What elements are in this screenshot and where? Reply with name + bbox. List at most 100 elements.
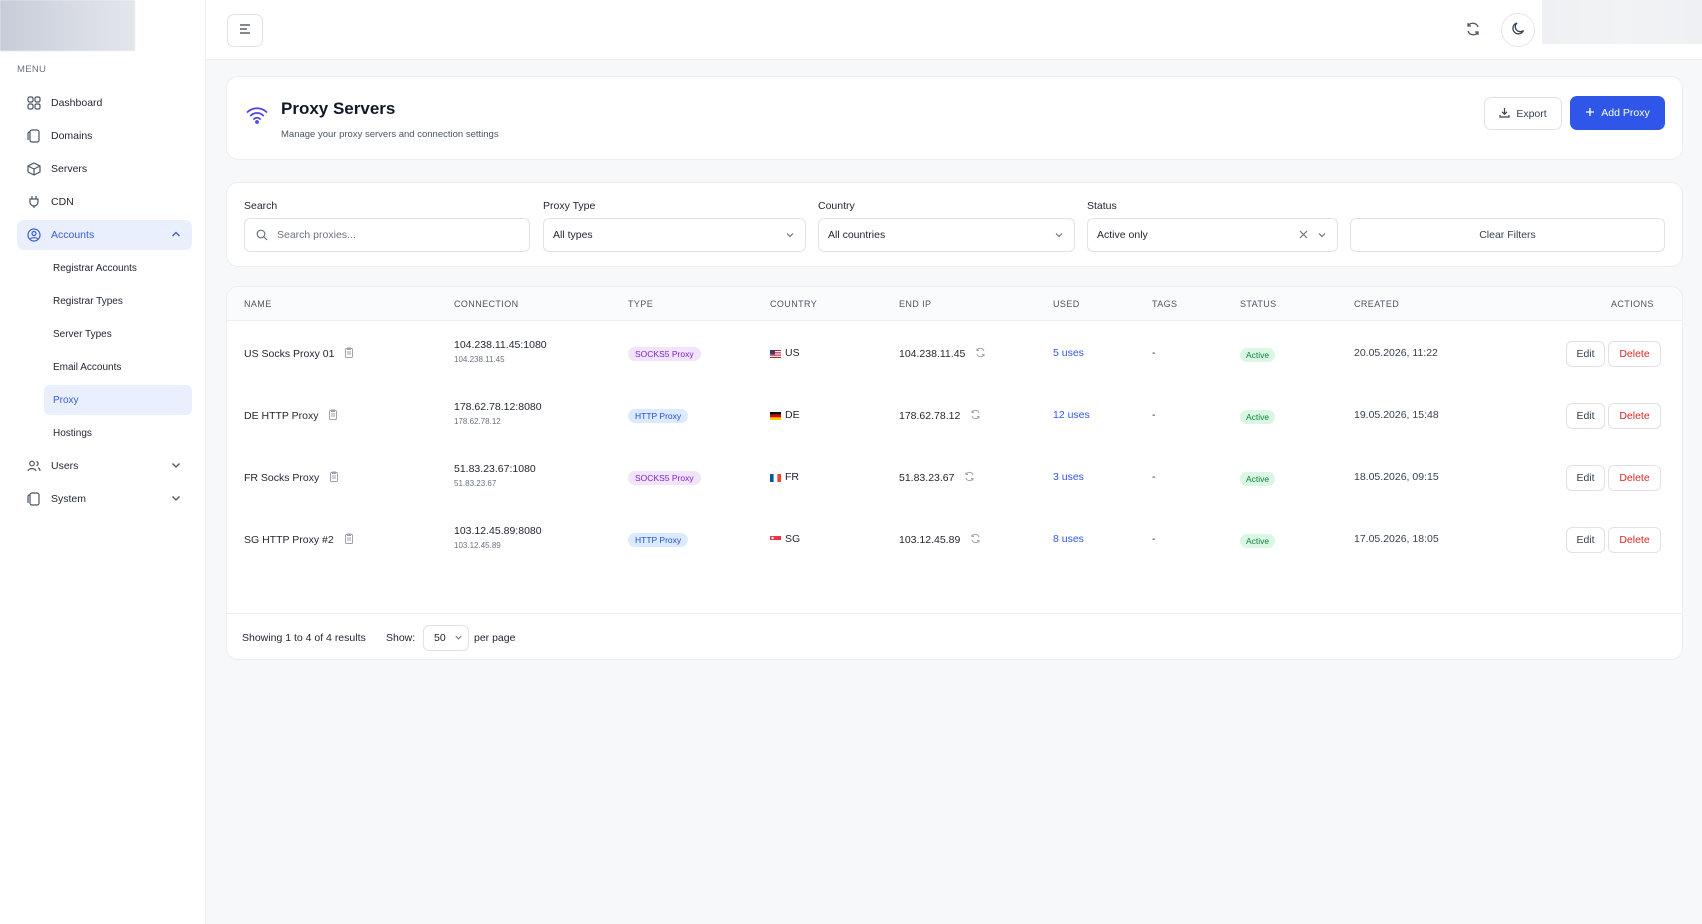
copy-icon <box>26 492 41 507</box>
column-header-used: USED <box>1053 299 1080 309</box>
search-input[interactable]: Search proxies... <box>244 218 530 252</box>
sidebar-item-users[interactable]: Users <box>17 451 192 481</box>
proxy-name-cell: US Socks Proxy 01 <box>244 347 354 361</box>
refresh-button[interactable] <box>1460 17 1486 43</box>
column-header-tags: TAGS <box>1152 299 1178 309</box>
uses-link[interactable]: 8 uses <box>1053 533 1084 545</box>
clipboard-icon[interactable] <box>344 533 354 547</box>
status-value: Active only <box>1097 229 1148 241</box>
refresh-icon[interactable] <box>970 409 981 423</box>
column-header-country: COUNTRY <box>770 299 818 309</box>
add-proxy-button[interactable]: Add Proxy <box>1570 96 1665 130</box>
close-icon[interactable] <box>1298 229 1309 243</box>
sidebar-item-proxy[interactable]: Proxy <box>44 385 192 415</box>
filters-card: Search Search proxies... Proxy Type All … <box>226 182 1683 267</box>
plug-icon <box>26 195 41 210</box>
tags-cell: - <box>1152 347 1156 359</box>
chevron-down-icon <box>454 633 463 645</box>
chevron-down-icon <box>1317 230 1327 243</box>
sidebar-item-registrar-accounts[interactable]: Registrar Accounts <box>53 262 137 274</box>
sidebar-item-label: Servers <box>51 163 88 175</box>
sidebar-item-servers[interactable]: Servers <box>17 154 192 184</box>
connection-address: 178.62.78.12:8080 <box>454 401 542 413</box>
uses-link[interactable]: 5 uses <box>1053 347 1084 359</box>
theme-toggle-button[interactable] <box>1501 13 1535 47</box>
sidebar-item-cdn[interactable]: CDN <box>17 187 192 217</box>
country-cell: DE <box>770 409 800 421</box>
column-header-connection: CONNECTION <box>454 299 519 309</box>
refresh-icon[interactable] <box>964 471 975 485</box>
created-date: 20.05.2026, 11:22 <box>1354 347 1438 359</box>
connection-address: 51.83.23.67:1080 <box>454 463 536 475</box>
delete-button[interactable]: Delete <box>1608 465 1661 491</box>
clear-filters-button[interactable]: Clear Filters <box>1350 218 1665 252</box>
user-profile[interactable] <box>1542 0 1702 44</box>
country-value: All countries <box>828 229 886 241</box>
connection-address: 104.238.11.45:1080 <box>454 339 547 351</box>
tags-cell: - <box>1152 409 1156 421</box>
status-badge: Active <box>1240 534 1276 548</box>
search-placeholder: Search proxies... <box>277 229 356 241</box>
end-ip-cell: 51.83.23.67 <box>899 471 975 485</box>
proxy-name-cell: SG HTTP Proxy #2 <box>244 533 354 547</box>
table-row: FR Socks Proxy 51.83.23.67:1080 51.83.23… <box>227 445 1682 507</box>
country-code: SG <box>785 533 801 545</box>
sidebar-item-registrar-types[interactable]: Registrar Types <box>53 295 123 307</box>
edit-button[interactable]: Edit <box>1566 527 1605 553</box>
delete-button[interactable]: Delete <box>1608 341 1661 367</box>
sidebar-toggle-button[interactable] <box>227 14 263 47</box>
column-header-end-ip: END IP <box>899 299 932 309</box>
proxy-name: US Socks Proxy 01 <box>244 348 335 360</box>
status-select[interactable]: Active only <box>1087 218 1338 252</box>
refresh-icon[interactable] <box>975 347 986 361</box>
copy-icon <box>26 129 41 144</box>
proxy-type-select[interactable]: All types <box>543 218 806 252</box>
refresh-icon <box>1465 21 1481 40</box>
uses-link[interactable]: 3 uses <box>1053 471 1084 483</box>
sidebar-item-domains[interactable]: Domains <box>17 121 192 151</box>
end-ip-cell: 178.62.78.12 <box>899 409 981 423</box>
country-code: US <box>785 347 800 359</box>
clipboard-icon[interactable] <box>344 347 354 361</box>
edit-button[interactable]: Edit <box>1566 341 1605 367</box>
plus-icon <box>1585 107 1595 120</box>
per-page-label: per page <box>474 632 516 644</box>
sidebar-item-label: Accounts <box>51 229 95 241</box>
sidebar-item-system[interactable]: System <box>17 484 192 514</box>
clipboard-icon[interactable] <box>328 409 338 423</box>
add-proxy-label: Add Proxy <box>1601 107 1650 119</box>
table-row: SG HTTP Proxy #2 103.12.45.89:8080 103.1… <box>227 507 1682 569</box>
end-ip: 178.62.78.12 <box>899 410 961 422</box>
sidebar-item-hostings[interactable]: Hostings <box>53 427 92 439</box>
delete-button[interactable]: Delete <box>1608 403 1661 429</box>
column-header-created: CREATED <box>1354 299 1400 309</box>
sidebar-item-accounts[interactable]: Accounts <box>17 220 192 250</box>
topbar <box>206 0 1702 60</box>
end-ip: 104.238.11.45 <box>899 348 966 360</box>
type-badge: HTTP Proxy <box>628 409 689 423</box>
results-summary: Showing 1 to 4 of 4 results <box>242 632 366 644</box>
delete-button[interactable]: Delete <box>1608 527 1661 553</box>
sidebar-item-dashboard[interactable]: Dashboard <box>17 88 192 118</box>
logo[interactable] <box>0 0 135 51</box>
edit-button[interactable]: Edit <box>1566 403 1605 429</box>
clipboard-icon[interactable] <box>329 471 339 485</box>
chevron-down-icon <box>1054 230 1064 243</box>
country-select[interactable]: All countries <box>818 218 1075 252</box>
export-button[interactable]: Export <box>1484 97 1562 130</box>
column-header-status: STATUS <box>1240 299 1277 309</box>
country-cell: SG <box>770 533 800 545</box>
created-date: 19.05.2026, 15:48 <box>1354 409 1439 421</box>
connection-address: 103.12.45.89:8080 <box>454 525 542 537</box>
type-badge: HTTP Proxy <box>628 533 689 547</box>
sidebar-item-email-accounts[interactable]: Email Accounts <box>53 361 122 373</box>
sidebar-item-server-types[interactable]: Server Types <box>53 328 112 340</box>
chevron-down-icon <box>170 459 182 474</box>
status-label: Status <box>1087 200 1117 212</box>
page-header-card: Proxy Servers Manage your proxy servers … <box>226 76 1683 160</box>
per-page-select[interactable]: 50 <box>423 625 469 651</box>
uses-link[interactable]: 12 uses <box>1053 409 1090 421</box>
refresh-icon[interactable] <box>970 533 981 547</box>
user-circle-icon <box>26 228 41 243</box>
edit-button[interactable]: Edit <box>1566 465 1605 491</box>
